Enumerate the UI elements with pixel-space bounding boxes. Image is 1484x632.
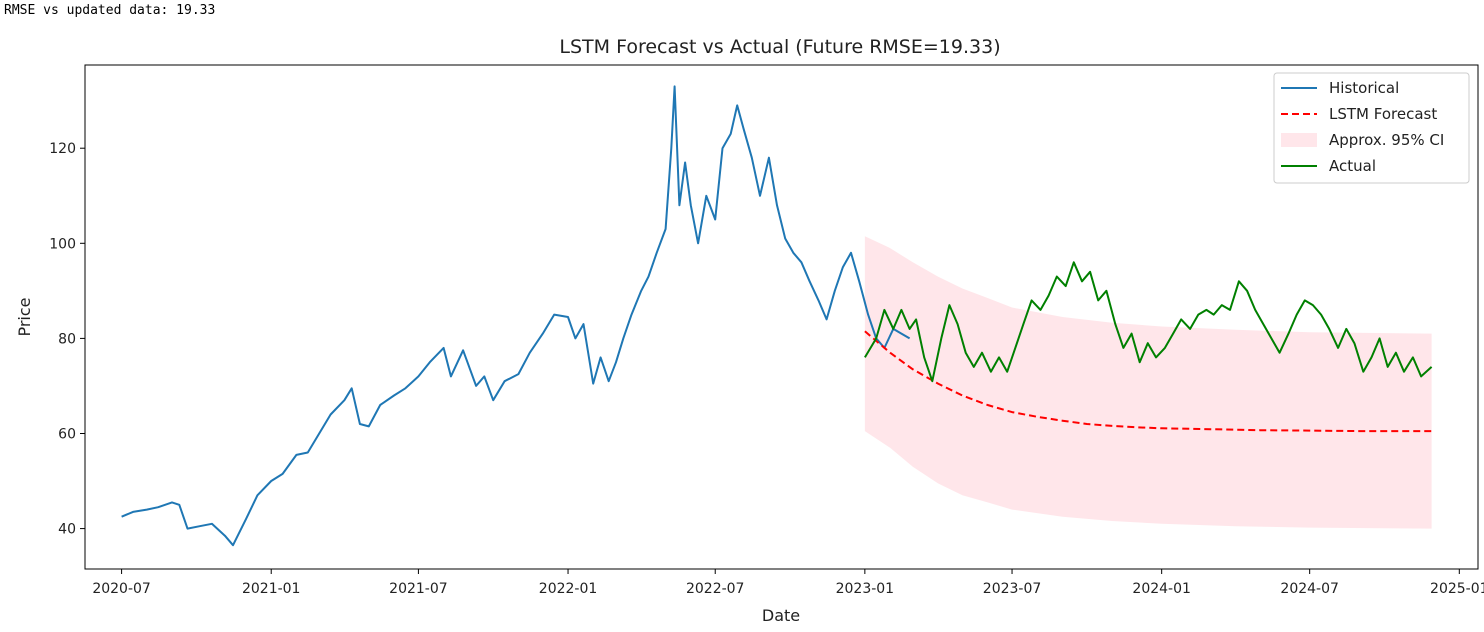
series-line-lstm-forecast (864, 330, 1432, 433)
legend-label-actual: Actual (1329, 157, 1376, 175)
y-tick-label: 60 (58, 426, 76, 442)
legend-label-historical: Historical (1329, 79, 1399, 97)
x-axis: 2020-07 2021-01 2021-07 2022-01 2022-07 2023-… (92, 569, 1484, 597)
console-output: RMSE vs updated data: 19.33 (4, 3, 216, 18)
x-tick-label: 2022-07 (686, 581, 745, 597)
x-tick-label: 2022-01 (539, 581, 598, 597)
plot-area (121, 85, 1433, 547)
legend-box (1273, 72, 1470, 184)
x-tick-label: 2021-01 (242, 581, 301, 597)
legend-label-lstm-forecast: LSTM Forecast (1329, 105, 1437, 123)
legend-swatch-approx-95-ci (1281, 133, 1317, 147)
y-tick-label: 40 (58, 522, 76, 538)
y-axis-label: Price (15, 297, 34, 336)
x-tick-label: 2024-07 (1280, 581, 1339, 597)
series-line-actual (864, 261, 1433, 383)
x-tick-label: 2023-07 (983, 581, 1042, 597)
y-tick-label: 80 (58, 331, 76, 347)
series-line-historical (121, 85, 911, 547)
x-axis-label: Date (762, 606, 800, 625)
plot-frame (84, 64, 1479, 570)
y-tick-label: 100 (49, 236, 76, 252)
x-tick-label: 2021-07 (389, 581, 448, 597)
legend-label-approx-95-ci: Approx. 95% CI (1329, 131, 1444, 149)
x-tick-label: 2025-01 (1430, 581, 1484, 597)
y-tick-label: 120 (49, 141, 76, 157)
x-tick-label: 2023-01 (836, 581, 895, 597)
x-tick-label: 2024-01 (1132, 581, 1191, 597)
chart-title: LSTM Forecast vs Actual (Future RMSE=19.… (559, 36, 1000, 58)
y-axis: 40 60 80 100 120 (49, 141, 85, 538)
confidence-band (864, 236, 1432, 529)
x-tick-label: 2020-07 (92, 581, 151, 597)
legend: Historical LSTM Forecast Approx. 95% CI Act… (1273, 72, 1470, 184)
